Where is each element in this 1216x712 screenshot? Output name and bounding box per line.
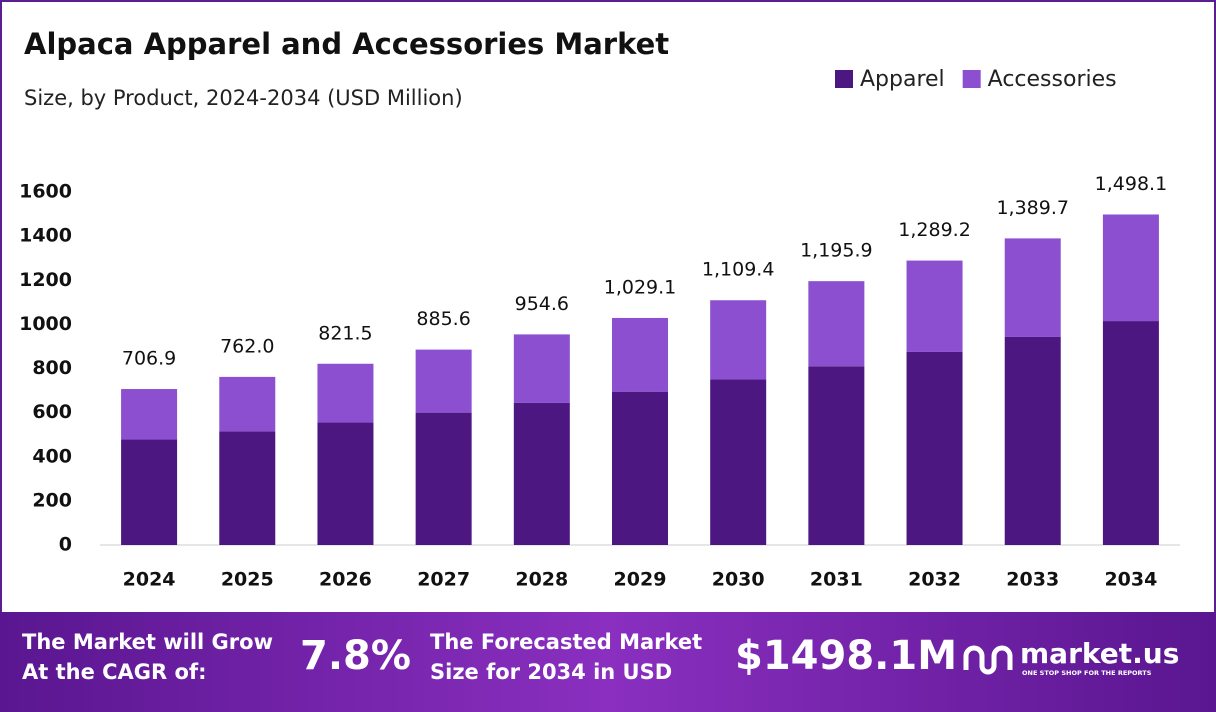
footer-text: The Forecasted Market	[430, 630, 702, 654]
bar-segment	[513, 402, 570, 545]
x-tick-label: 2032	[908, 569, 961, 591]
bar-segment	[121, 439, 178, 545]
footer-text: At the CAGR of:	[22, 660, 207, 684]
footer-text: Size for 2034 in USD	[430, 660, 672, 684]
x-tick-label: 2026	[319, 569, 372, 591]
y-tick-label: 1600	[19, 181, 72, 203]
total-label: 1,289.2	[898, 219, 971, 241]
bar-segment	[906, 260, 963, 352]
total-label: 1,109.4	[702, 259, 775, 281]
total-label: 954.6	[515, 293, 569, 315]
bar-segment	[906, 351, 963, 545]
brand: market.us	[1020, 637, 1179, 670]
total-label: 821.5	[318, 322, 372, 344]
bar-segment	[710, 300, 767, 380]
bar-segment	[317, 422, 374, 545]
legend-swatch	[835, 70, 853, 88]
chart-title: Alpaca Apparel and Accessories Market	[24, 27, 669, 61]
footer: The Market will Grow At the CAGR of: 7.8…	[22, 630, 1179, 684]
bar-segment	[219, 431, 276, 545]
cagr-value: 7.8%	[300, 633, 411, 679]
bar-segment	[415, 412, 472, 545]
y-tick-label: 1400	[19, 225, 72, 247]
x-tick-label: 2029	[614, 569, 667, 591]
bar-segment	[121, 389, 178, 440]
total-label: 1,029.1	[604, 276, 677, 298]
total-label: 706.9	[122, 348, 176, 370]
y-tick-label: 1200	[19, 269, 72, 291]
tagline: ONE STOP SHOP FOR THE REPORTS	[1022, 669, 1152, 677]
bar-segment	[219, 376, 276, 432]
total-label: 1,195.9	[800, 240, 873, 262]
x-tick-label: 2030	[712, 569, 765, 591]
x-tick-label: 2028	[515, 569, 568, 591]
x-tick-label: 2033	[1006, 569, 1059, 591]
y-tick-label: 200	[32, 489, 72, 511]
x-tick-label: 2025	[221, 569, 274, 591]
total-label: 885.6	[416, 308, 470, 330]
bar-segment	[1102, 214, 1159, 322]
x-tick-label: 2027	[417, 569, 470, 591]
legend-swatch	[962, 70, 981, 88]
x-tick-label: 2031	[810, 569, 863, 591]
total-label: 1,498.1	[1095, 173, 1168, 195]
bar-segment	[612, 391, 668, 545]
bar-segment	[317, 363, 374, 423]
footer-text: The Market will Grow	[22, 630, 273, 654]
brand-logo	[963, 645, 1013, 675]
bar-segment	[1102, 321, 1159, 545]
bar-segment	[612, 317, 668, 392]
chart-subtitle: Size, by Product, 2024-2034 (USD Million…	[24, 86, 463, 110]
forecast-value: $1498.1M	[735, 633, 957, 679]
total-label: 1,389.7	[996, 197, 1069, 219]
y-tick-label: 800	[32, 357, 72, 379]
bar-segment	[808, 366, 865, 545]
bar-segment	[415, 349, 472, 413]
legend-label: Apparel	[860, 67, 945, 92]
x-tick-label: 2034	[1104, 569, 1157, 591]
bar-segment	[710, 379, 767, 545]
footer-band	[0, 612, 1216, 712]
y-tick-label: 600	[32, 401, 72, 423]
y-tick-label: 1000	[19, 313, 72, 335]
total-label: 762.0	[220, 335, 274, 357]
bar-segment	[808, 281, 865, 367]
y-tick-label: 0	[59, 534, 72, 556]
bar-segment	[1004, 336, 1061, 545]
y-tick-label: 400	[32, 445, 72, 467]
bar-segment	[513, 334, 570, 403]
legend-label: Accessories	[988, 67, 1117, 92]
x-tick-label: 2024	[123, 569, 176, 591]
bar-segment	[1004, 238, 1061, 337]
